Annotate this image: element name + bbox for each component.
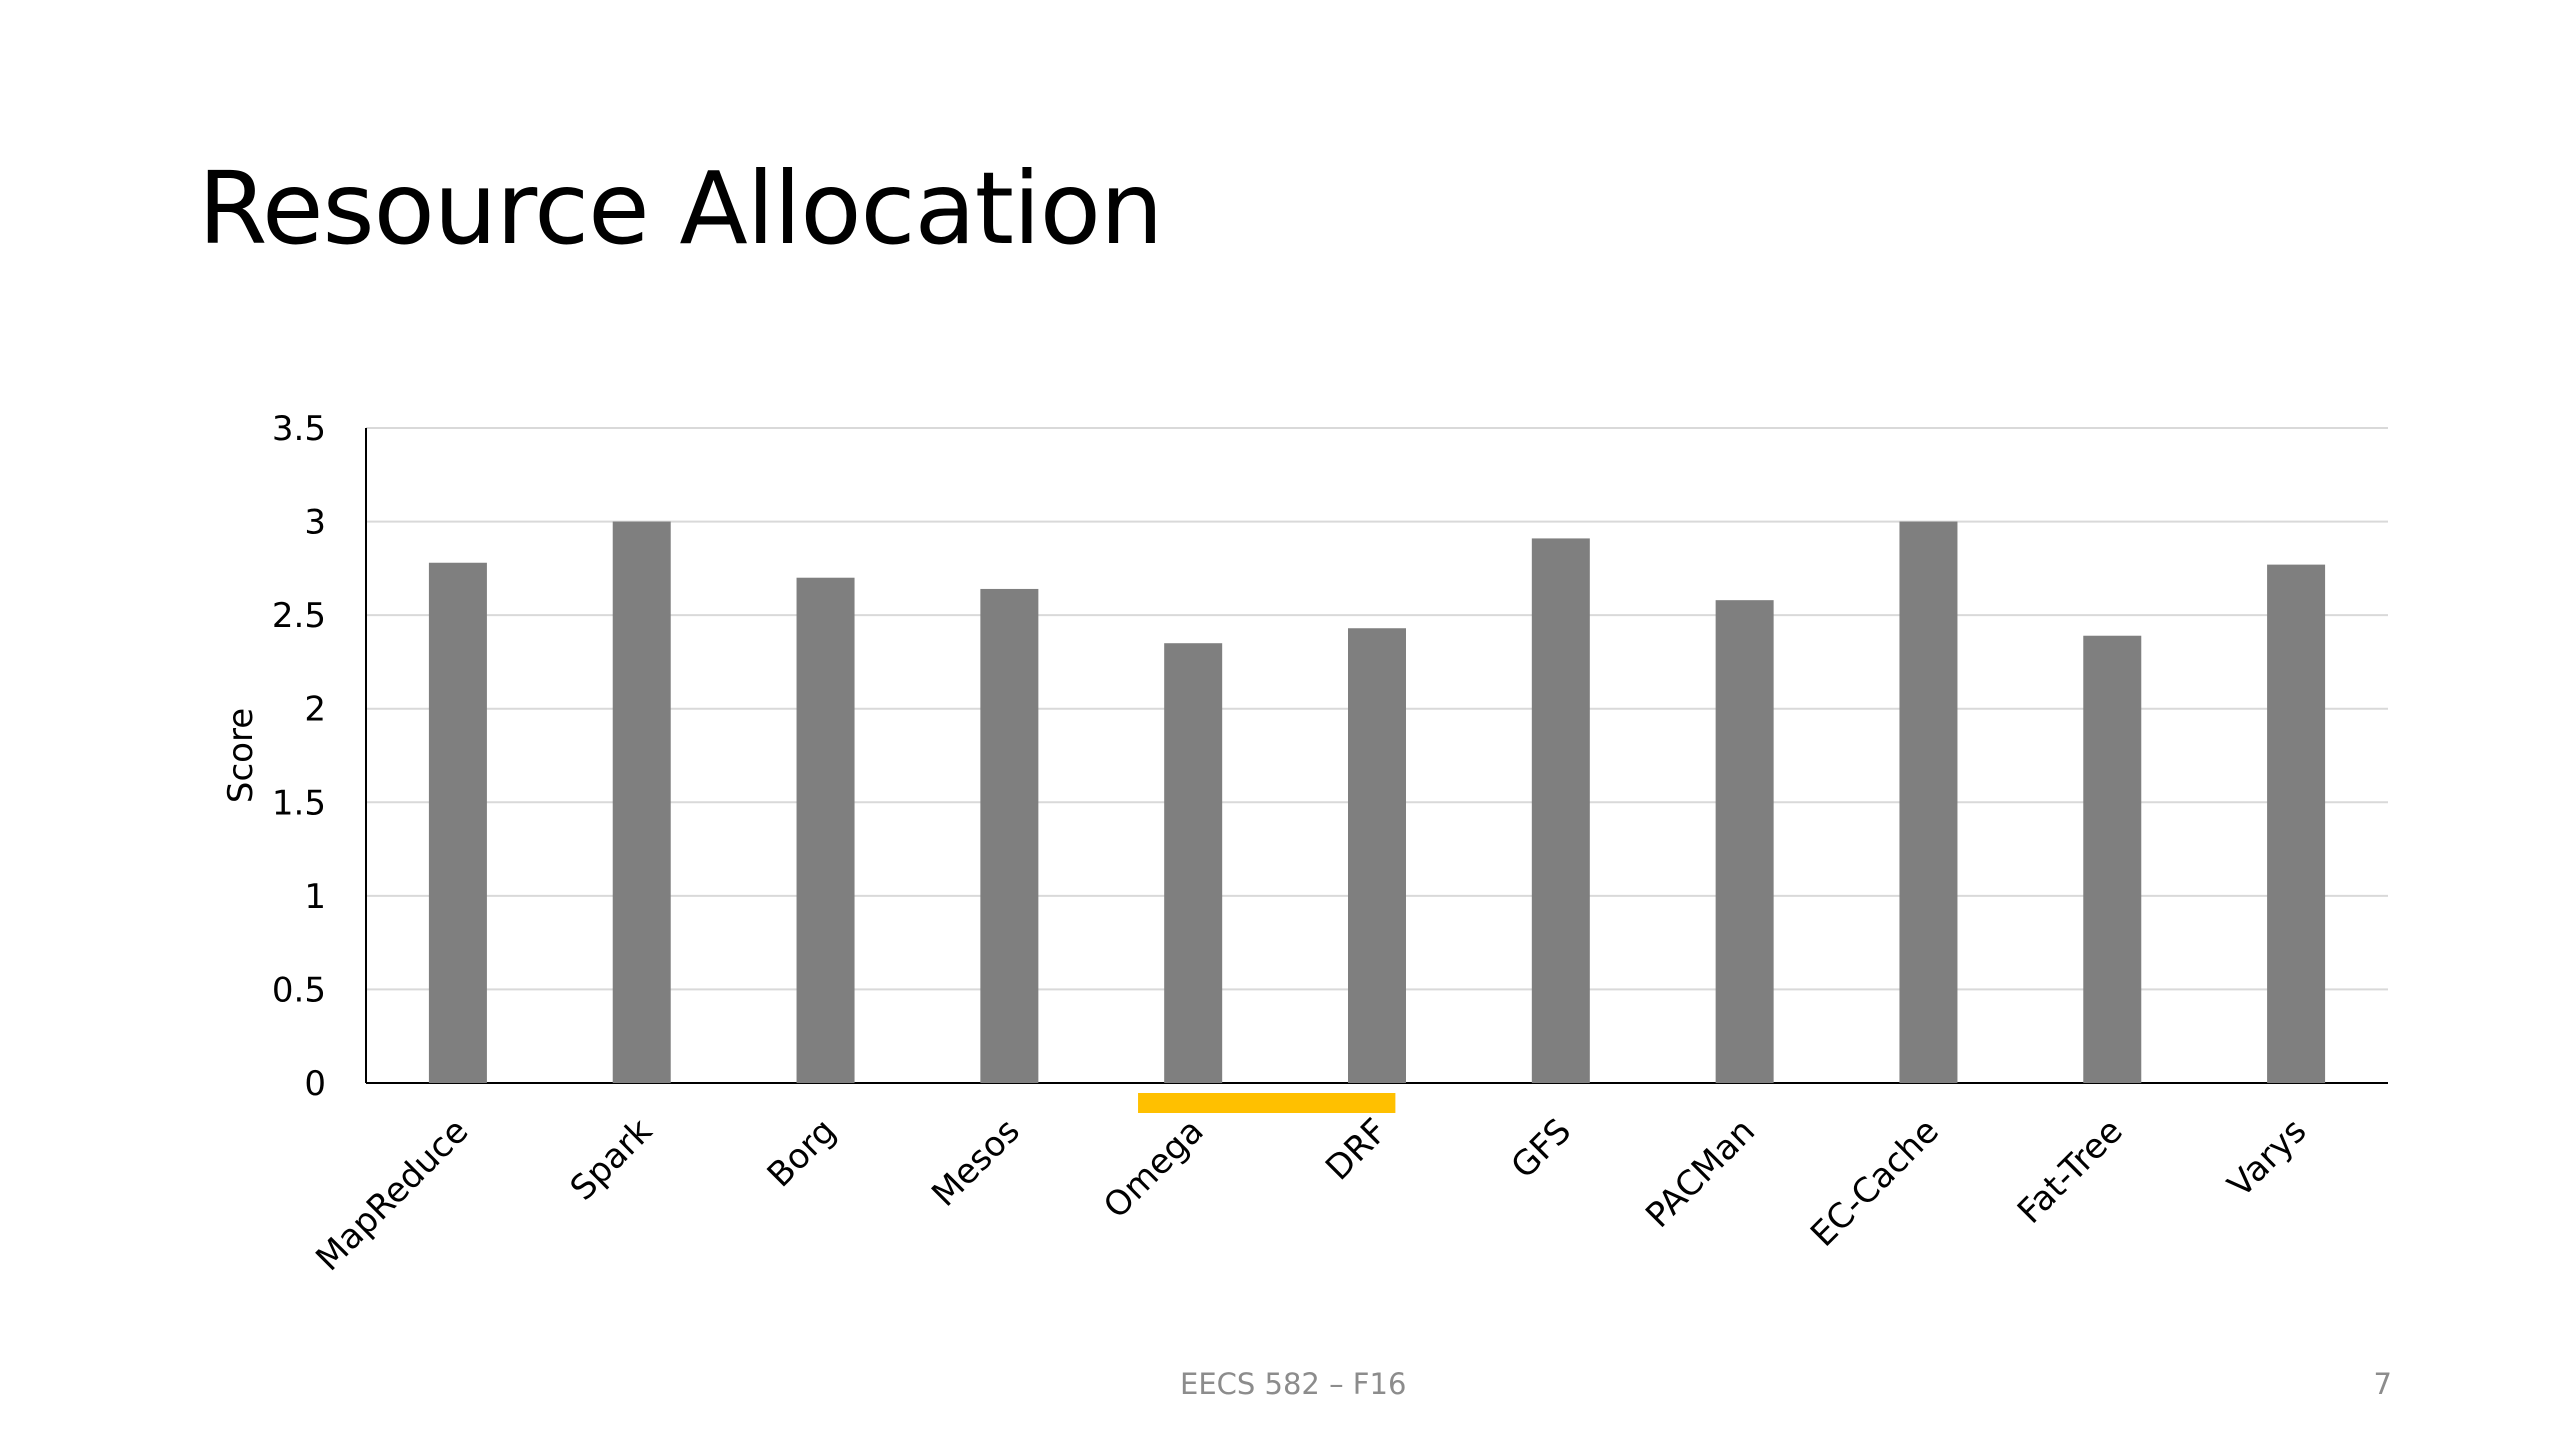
x-tick-label: Fat-Tree — [2010, 1111, 2131, 1232]
y-tick-label: 3 — [304, 503, 326, 543]
bar-gfs — [1531, 538, 1590, 1083]
x-tick-label: DRF — [1318, 1111, 1395, 1188]
y-tick-label: 2 — [304, 690, 326, 730]
bar-drf — [1348, 628, 1406, 1083]
x-tick-label: Omega — [1096, 1111, 1211, 1226]
y-tick-label: 3.5 — [272, 409, 326, 449]
y-tick-label: 1 — [304, 877, 326, 917]
bar-omega — [1164, 643, 1223, 1083]
bar-varys — [2267, 564, 2326, 1083]
x-tick-label: MapReduce — [308, 1111, 476, 1279]
x-tick-label: PACMan — [1638, 1111, 1763, 1236]
y-tick-label: 0.5 — [272, 970, 326, 1010]
bar-mapreduce — [428, 562, 487, 1083]
x-tick-label: Mesos — [924, 1111, 1028, 1215]
bar-pacman — [1715, 600, 1774, 1083]
bar-spark — [612, 521, 671, 1083]
x-tick-label: Varys — [2220, 1111, 2314, 1205]
y-tick-label: 0 — [304, 1064, 326, 1104]
x-tick-label: Borg — [760, 1111, 844, 1195]
bar-fat-tree — [2083, 635, 2142, 1083]
slide-footer: EECS 582 – F16 — [1180, 1367, 1407, 1401]
bar-ec-cache — [1899, 521, 1958, 1083]
highlight-bar — [1138, 1093, 1396, 1113]
bar-borg — [796, 577, 855, 1083]
x-tick-label: EC-Cache — [1803, 1111, 1947, 1255]
y-tick-label: 2.5 — [272, 596, 326, 636]
slide-title: Resource Allocation — [198, 150, 1163, 267]
y-tick-label: 1.5 — [272, 783, 326, 823]
x-tick-label: GFS — [1504, 1111, 1580, 1187]
page-number: 7 — [2373, 1367, 2392, 1401]
y-axis-label: Score — [221, 708, 261, 803]
bar-mesos — [980, 588, 1039, 1083]
x-tick-label: Spark — [563, 1111, 661, 1209]
